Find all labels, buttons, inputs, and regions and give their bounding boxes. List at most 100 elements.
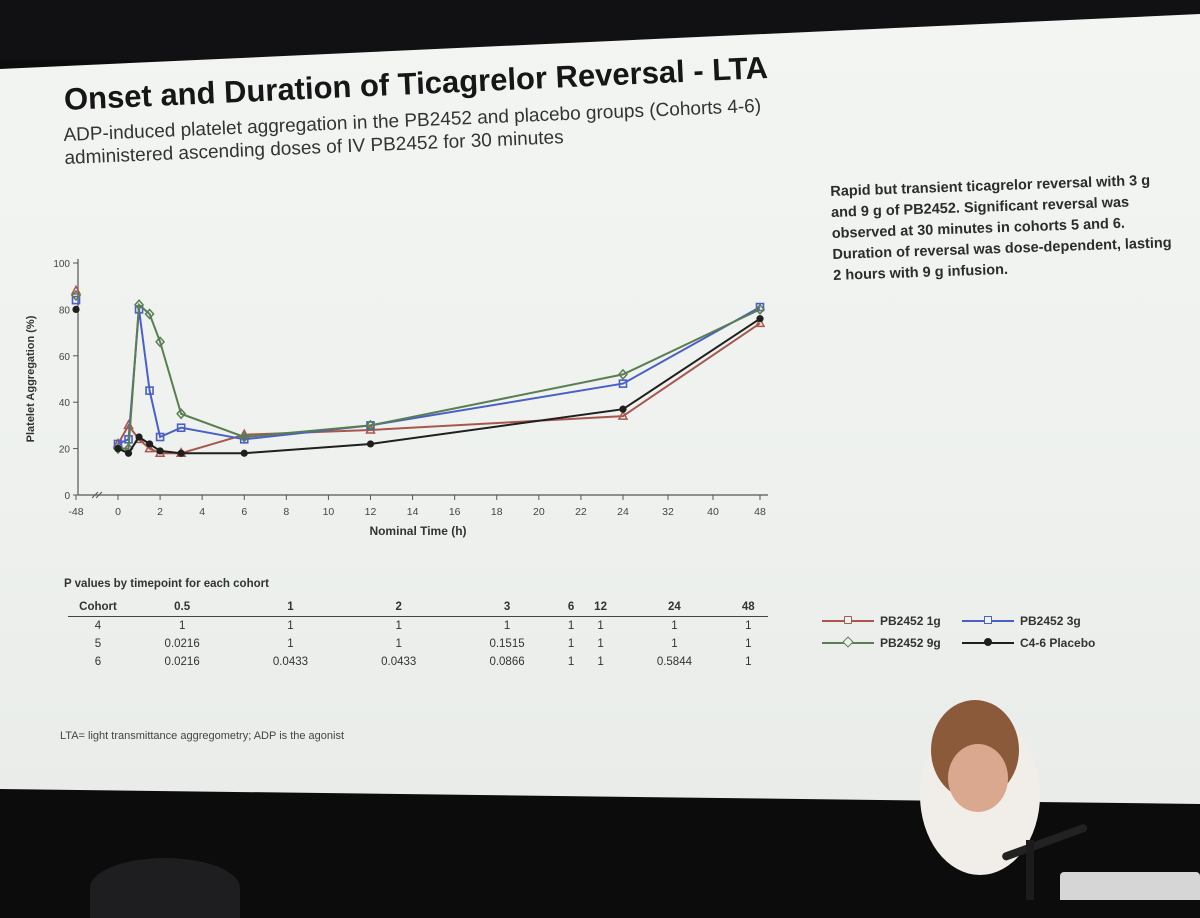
legend-marker bbox=[984, 638, 992, 646]
audience-head bbox=[90, 858, 240, 918]
legend-swatch bbox=[822, 636, 874, 648]
data-point bbox=[124, 449, 133, 457]
x-tick-label: 12 bbox=[365, 506, 377, 518]
pvalue-table: Cohort 0.5 1 2 3 6 12 24 48 4 1 1 1 1 1 1 1 1 5 0.0216 1 1 0.… bbox=[68, 598, 768, 671]
axis-break-mark bbox=[95, 491, 103, 499]
legend-item: PB2452 9g bbox=[822, 636, 941, 650]
data-point bbox=[70, 284, 82, 295]
data-point bbox=[177, 449, 185, 457]
data-point bbox=[239, 435, 249, 444]
pvalue-row: 6 0.0216 0.0433 0.0433 0.0866 1 1 0.5844 1 bbox=[68, 653, 768, 671]
pvalue-header-cell: Cohort bbox=[68, 598, 128, 617]
pvalue-cell: 1 bbox=[395, 620, 402, 632]
pvalue-header-cell: 0.5 bbox=[128, 598, 237, 617]
x-tick-label: 14 bbox=[407, 506, 419, 518]
data-point bbox=[755, 302, 765, 312]
x-tick-label: 4 bbox=[199, 506, 205, 518]
x-tick-label: 0 bbox=[115, 506, 121, 518]
x-tick-label: 2 bbox=[157, 506, 163, 518]
data-point bbox=[366, 440, 375, 448]
data-point bbox=[617, 410, 629, 420]
data-point bbox=[135, 433, 143, 441]
pvalue-table-body: 4 1 1 1 1 1 1 1 1 5 0.0216 1 1 0.1515 1 1 1 1 6 0.0216 0.043… bbox=[68, 617, 768, 672]
data-point bbox=[239, 431, 250, 443]
legend-marker bbox=[842, 636, 854, 648]
x-axis-label: Nominal Time (h) bbox=[369, 524, 466, 538]
pvalue-header-cell: 24 bbox=[620, 598, 729, 617]
x-tick-label: 40 bbox=[707, 506, 719, 518]
legend-label: C4-6 Placebo bbox=[1020, 636, 1096, 650]
y-tick-label: 80 bbox=[59, 305, 71, 316]
pvalue-cell: 0.0216 bbox=[164, 656, 200, 668]
data-point bbox=[618, 379, 628, 388]
pvalue-header-cell: 2 bbox=[344, 598, 453, 617]
x-tick-label: 48 bbox=[754, 506, 766, 518]
pvalue-cell: 0.0216 bbox=[164, 638, 200, 650]
data-point bbox=[365, 419, 376, 432]
y-axis-label: Platelet Aggregation (%) bbox=[25, 315, 37, 442]
series-line bbox=[117, 306, 761, 445]
pvalue-cell: 1 bbox=[745, 656, 752, 668]
pvalue-header-row: Cohort 0.5 1 2 3 6 12 24 48 bbox=[68, 598, 768, 617]
laptop bbox=[1060, 872, 1200, 900]
data-point bbox=[71, 295, 81, 305]
pvalue-cell: 1 bbox=[745, 638, 752, 650]
data-point bbox=[754, 317, 766, 328]
pvalue-header-cell: 6 bbox=[561, 598, 581, 617]
pvalue-header-cell: 12 bbox=[580, 598, 621, 617]
pvalue-row: 5 0.0216 1 1 0.1515 1 1 1 1 bbox=[68, 635, 768, 653]
legend-label: PB2452 9g bbox=[880, 636, 941, 650]
data-point bbox=[144, 442, 155, 453]
pvalue-cell: 1 bbox=[567, 620, 575, 632]
y-tick-label: 60 bbox=[59, 352, 71, 363]
data-point bbox=[756, 315, 764, 323]
pvalue-cell: 5 bbox=[94, 638, 102, 650]
y-tick-label: 0 bbox=[64, 491, 70, 502]
y-tick-label: 20 bbox=[59, 445, 71, 456]
legend-label: PB2452 1g bbox=[880, 614, 941, 628]
pvalue-cell: 1 bbox=[745, 620, 752, 632]
pvalue-cell: 1 bbox=[395, 638, 402, 650]
legend-swatch bbox=[822, 616, 874, 624]
data-point bbox=[155, 432, 165, 442]
legend-marker bbox=[844, 616, 852, 624]
data-point bbox=[145, 386, 154, 395]
pvalue-cell: 0.0866 bbox=[489, 656, 525, 668]
pvalue-cell: 0.1515 bbox=[489, 638, 525, 650]
pvalue-cell: 4 bbox=[94, 620, 102, 632]
x-tick-label: 10 bbox=[323, 506, 335, 518]
data-point bbox=[156, 447, 164, 455]
pvalue-cell: 1 bbox=[287, 638, 294, 650]
series-line bbox=[117, 322, 761, 455]
x-tick-label: -48 bbox=[68, 506, 83, 518]
data-point bbox=[176, 423, 186, 433]
presenter-figure bbox=[920, 700, 1088, 900]
presenter-face bbox=[948, 744, 1008, 812]
pvalue-cell: 6 bbox=[94, 656, 102, 668]
data-point bbox=[754, 303, 766, 316]
pvalue-cell: 1 bbox=[287, 620, 294, 632]
pvalue-cell: 1 bbox=[567, 656, 575, 668]
data-point bbox=[619, 405, 627, 413]
pvalue-cell: 1 bbox=[503, 620, 511, 632]
x-tick-label: 20 bbox=[533, 506, 545, 518]
summary-note: Rapid but transient ticagrelor reversal … bbox=[830, 172, 1172, 284]
pvalue-cell: 1 bbox=[567, 638, 575, 650]
pvalue-header-cell: 3 bbox=[452, 598, 562, 617]
data-point bbox=[134, 299, 145, 311]
axis-break-mark bbox=[91, 491, 99, 499]
legend-marker bbox=[984, 616, 992, 624]
pvalue-cell: 1 bbox=[178, 620, 186, 632]
data-point bbox=[114, 445, 122, 453]
microphone bbox=[1002, 824, 1088, 861]
x-tick-label: 22 bbox=[575, 506, 587, 518]
pvalue-cell: 1 bbox=[671, 620, 678, 632]
data-point bbox=[145, 440, 154, 448]
legend-item: PB2452 3g bbox=[962, 614, 1081, 628]
legend-swatch bbox=[962, 638, 1014, 646]
pvalue-cell: 0.0433 bbox=[381, 656, 417, 668]
pvalue-cell: 1 bbox=[597, 620, 604, 632]
pvalue-header-cell: 1 bbox=[236, 598, 345, 617]
x-tick-label: 18 bbox=[491, 506, 503, 518]
